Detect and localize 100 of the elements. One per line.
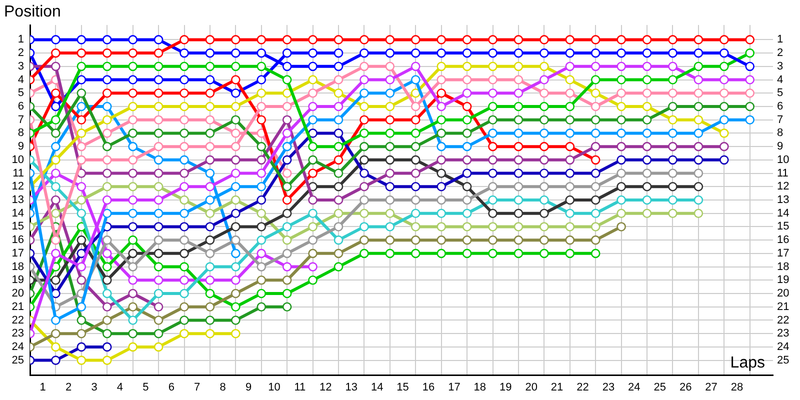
y-tick-label: 5 <box>18 87 24 100</box>
point <box>205 195 215 205</box>
point <box>436 75 446 84</box>
point <box>154 48 164 58</box>
y-tick-label: 23 <box>12 328 24 340</box>
point <box>282 195 292 205</box>
point <box>616 195 626 205</box>
point <box>668 75 678 84</box>
point <box>231 155 240 165</box>
point <box>436 102 446 112</box>
y-tick-label: 21 <box>12 300 24 313</box>
point <box>360 142 369 152</box>
point <box>565 88 575 98</box>
point <box>76 328 86 338</box>
y-tick-label: 25 <box>12 354 24 366</box>
point <box>128 262 138 272</box>
point <box>334 248 344 258</box>
y-tick-label: 18 <box>12 260 24 273</box>
point <box>256 288 266 298</box>
point <box>694 115 704 124</box>
point <box>308 115 318 124</box>
point <box>205 208 215 218</box>
point <box>308 62 318 72</box>
point <box>154 115 164 124</box>
point <box>590 168 600 178</box>
point <box>436 115 446 124</box>
y2-tick-label: 6 <box>777 100 784 113</box>
point <box>51 48 60 58</box>
point <box>154 288 164 298</box>
point <box>180 75 189 84</box>
point <box>462 115 472 124</box>
point <box>360 222 369 232</box>
point <box>410 168 420 178</box>
point <box>282 35 292 44</box>
point <box>334 115 344 124</box>
y2-tick-label: 3 <box>777 60 784 72</box>
point <box>154 276 164 285</box>
point <box>488 102 498 112</box>
point <box>616 88 626 98</box>
point <box>154 328 164 338</box>
point <box>51 235 60 245</box>
point <box>51 168 60 178</box>
x-tick-label: 25 <box>654 382 666 394</box>
point <box>51 342 60 352</box>
point <box>102 328 112 338</box>
point <box>231 288 240 298</box>
point <box>308 248 318 258</box>
point <box>128 248 138 258</box>
point <box>154 195 164 205</box>
point <box>514 48 524 58</box>
point <box>360 75 369 84</box>
point <box>102 128 112 138</box>
point <box>180 288 189 298</box>
point <box>102 276 112 285</box>
point <box>128 208 138 218</box>
y-axis-title: Position <box>4 3 61 20</box>
point <box>180 302 189 312</box>
point <box>282 48 292 58</box>
point <box>540 195 549 205</box>
point <box>514 115 524 124</box>
point <box>205 115 215 124</box>
y2-tick-label: 22 <box>777 314 790 326</box>
point <box>565 208 575 218</box>
point <box>462 235 472 245</box>
point <box>76 276 86 285</box>
point <box>128 128 138 138</box>
point <box>205 128 215 138</box>
point <box>436 155 446 165</box>
point <box>231 35 240 44</box>
point <box>282 168 292 178</box>
point <box>462 75 472 84</box>
point <box>180 62 189 72</box>
point <box>334 168 344 178</box>
y-tick-label: 4 <box>18 74 24 86</box>
point <box>514 128 524 138</box>
point <box>694 75 704 84</box>
y-tick-label: 12 <box>12 180 24 193</box>
y2-tick-label: 18 <box>777 260 790 273</box>
point <box>462 248 472 258</box>
point <box>308 35 318 44</box>
point <box>540 128 549 138</box>
point <box>360 195 369 205</box>
point <box>128 302 138 312</box>
point <box>334 235 344 245</box>
point <box>102 208 112 218</box>
point <box>334 195 344 205</box>
point <box>410 155 420 165</box>
point <box>668 88 678 98</box>
point <box>76 115 86 124</box>
point <box>102 48 112 58</box>
point <box>76 356 86 365</box>
point <box>668 128 678 138</box>
point <box>462 62 472 72</box>
point <box>231 302 240 312</box>
point <box>51 316 60 325</box>
point <box>410 128 420 138</box>
y2-tick-label: 10 <box>777 154 790 166</box>
point <box>180 168 189 178</box>
point <box>642 62 652 72</box>
point <box>410 142 420 152</box>
